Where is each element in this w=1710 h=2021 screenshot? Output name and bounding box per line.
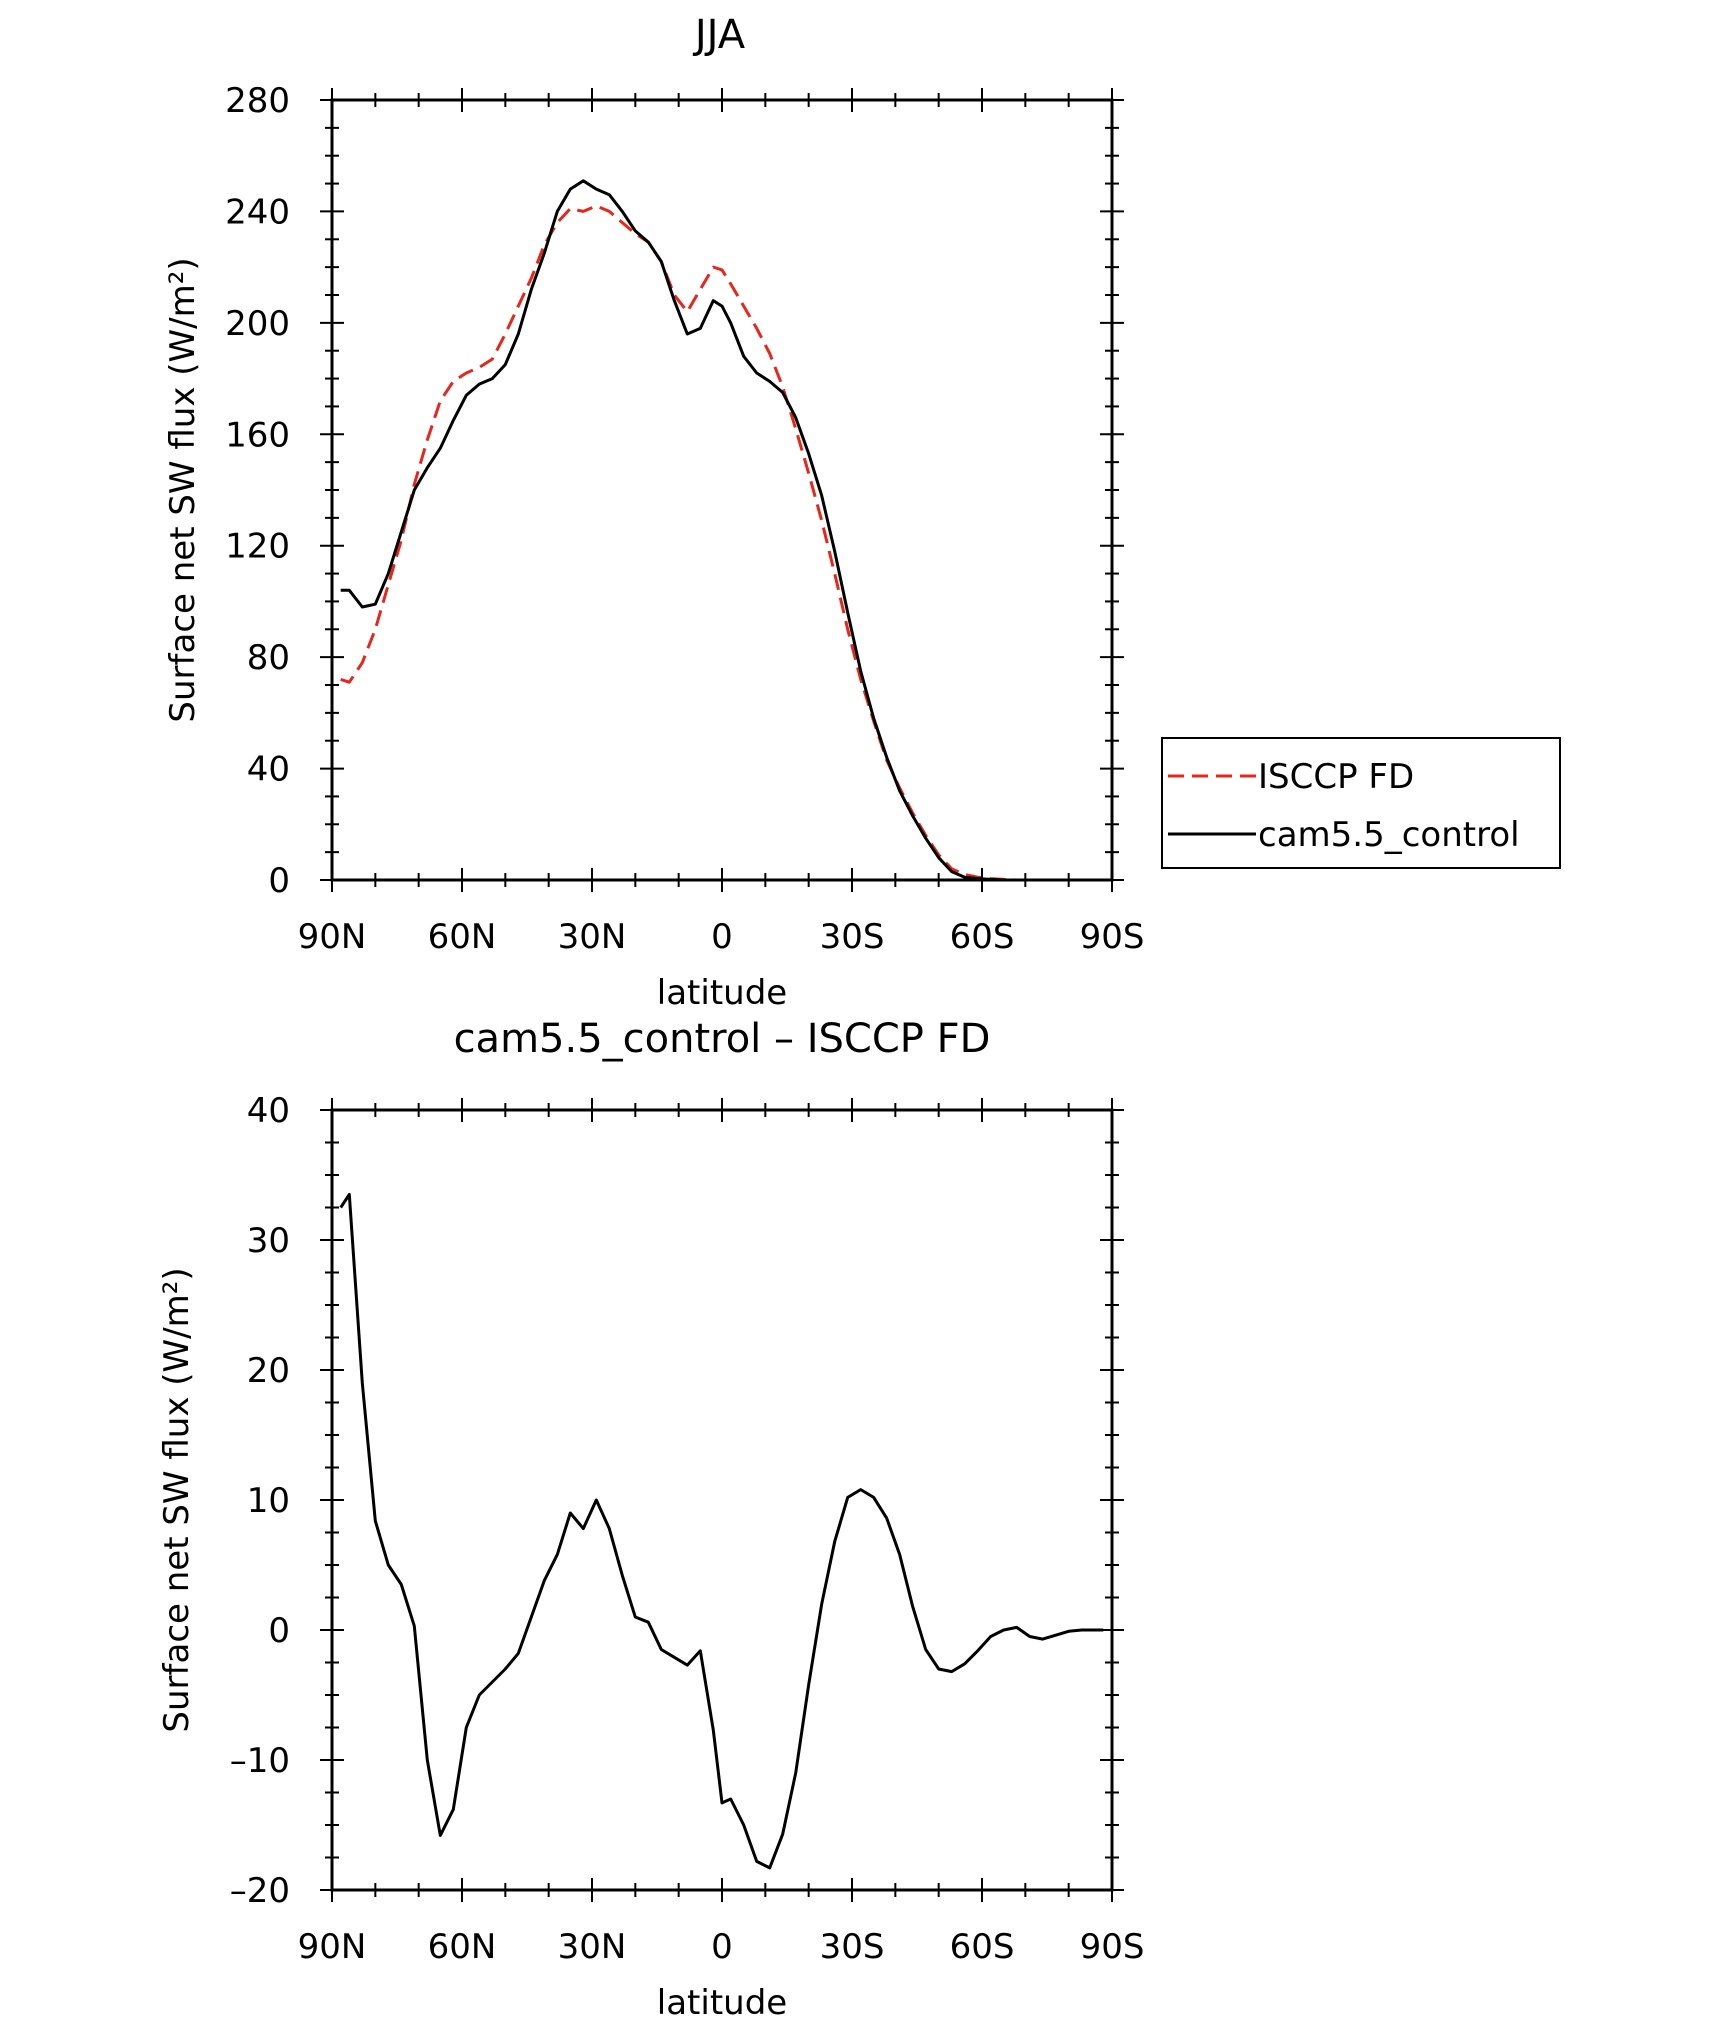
chart-bottom-title: cam5.5_control – ISCCP FD: [454, 1016, 991, 1062]
chart-top-xlabel: latitude: [657, 973, 787, 1013]
chart-bottom-xlabel: latitude: [657, 1983, 787, 2021]
chart-top-plot-frame: [330, 98, 1114, 882]
x-tick-label: 0: [711, 917, 733, 957]
y-tick-label: 0: [268, 861, 290, 901]
x-tick-label: 90S: [1080, 1927, 1145, 1967]
x-tick-label: 60S: [950, 917, 1015, 957]
chart-bottom-ytick-labels: –20 –10 0 10 20 30 40: [230, 1091, 290, 1911]
chart-top-legend: ISCCP FD cam5.5_control: [1161, 737, 1561, 869]
y-tick-label: 40: [247, 750, 290, 790]
x-tick-label: 30S: [820, 1927, 885, 1967]
x-tick-label: 0: [711, 1927, 733, 1967]
chart-bottom-ticks: [320, 1098, 1124, 1902]
y-tick-label: 80: [247, 638, 290, 678]
y-tick-label: 30: [247, 1221, 290, 1261]
chart-top-ylabel: Surface net SW flux (W/m²): [163, 257, 203, 722]
series-line-difference: [339, 1193, 1104, 1870]
x-tick-label: 30S: [820, 917, 885, 957]
legend-label-isccp: ISCCP FD: [1258, 757, 1414, 797]
x-tick-label: 30N: [558, 1927, 627, 1967]
y-tick-label: 40: [247, 1091, 290, 1131]
x-tick-label: 90N: [298, 917, 367, 957]
chart-top-title: JJA: [692, 12, 746, 58]
chart-bottom: cam5.5_control – ISCCP FD –20 –10 0 10 20 30 4…: [157, 1016, 1144, 2021]
chart-top-ytick-labels: 0 40 80 120 160 200 240 280: [225, 81, 290, 901]
legend-label-cam: cam5.5_control: [1258, 815, 1520, 855]
y-tick-label: –20: [230, 1871, 290, 1911]
y-tick-label: 120: [225, 527, 290, 567]
legend-box: [1161, 737, 1561, 869]
x-tick-label: 90S: [1080, 917, 1145, 957]
x-tick-label: 30N: [558, 917, 627, 957]
y-tick-label: 0: [268, 1611, 290, 1651]
chart-top-series-layer: [340, 179, 1104, 882]
y-tick-label: 20: [247, 1351, 290, 1391]
chart-bottom-ylabel: Surface net SW flux (W/m²): [157, 1267, 197, 1732]
x-tick-label: 60S: [950, 1927, 1015, 1967]
y-tick-label: –10: [230, 1741, 290, 1781]
series-line-cam: [340, 179, 1104, 882]
x-tick-label: 90N: [298, 1927, 367, 1967]
y-tick-label: 160: [225, 415, 290, 455]
x-tick-label: 60N: [428, 917, 497, 957]
chart-bottom-plot-frame: [330, 1108, 1114, 1892]
y-tick-label: 280: [225, 81, 290, 121]
chart-top: JJA 0 40 80 120 160 200 240 280 90N 60N 30N 0 30S 60…: [163, 12, 1561, 1013]
chart-top-xtick-labels: 90N 60N 30N 0 30S 60S 90S: [298, 917, 1145, 957]
y-tick-label: 240: [225, 192, 290, 232]
y-tick-label: 10: [247, 1481, 290, 1521]
x-tick-label: 60N: [428, 1927, 497, 1967]
chart-bottom-series-layer: [339, 1193, 1104, 1870]
chart-bottom-xtick-labels: 90N 60N 30N 0 30S 60S 90S: [298, 1927, 1145, 1967]
y-tick-label: 200: [225, 304, 290, 344]
chart-top-ticks: [320, 88, 1124, 892]
